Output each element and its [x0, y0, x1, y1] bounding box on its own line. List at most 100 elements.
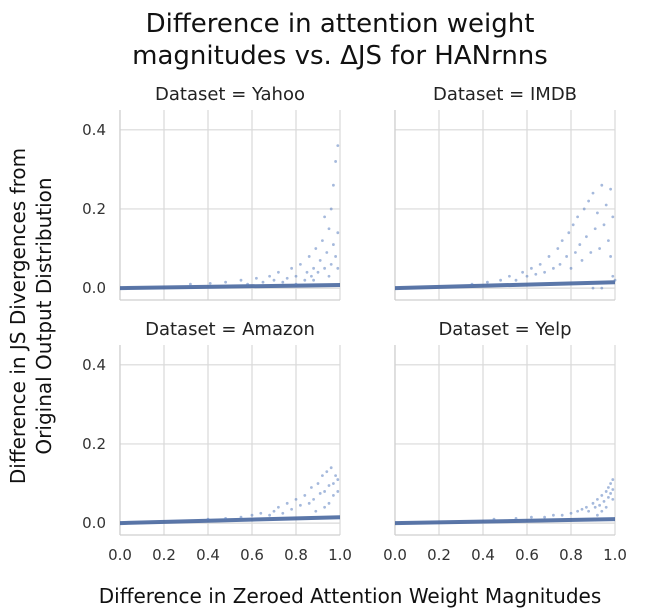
- scatter-point: [334, 255, 337, 258]
- x-tick-label: 0.2: [152, 546, 176, 564]
- scatter-point: [607, 239, 610, 243]
- scatter-point: [593, 505, 597, 509]
- scatter-point: [259, 511, 263, 515]
- scatter-point: [609, 482, 612, 485]
- scatter-point: [591, 286, 595, 290]
- scatter-point: [470, 282, 474, 286]
- scatter-point: [574, 251, 577, 254]
- scatter-point: [587, 509, 590, 513]
- scatter-point: [303, 494, 307, 497]
- scatter-point: [206, 517, 210, 521]
- scatter-point: [547, 255, 551, 258]
- scatter-point: [327, 484, 331, 487]
- scatter-point: [486, 280, 489, 284]
- scatter-point: [316, 482, 320, 485]
- chart-title-line-2: magnitudes vs. ΔJS for HANrnns: [132, 41, 548, 71]
- scatter-point: [609, 492, 612, 495]
- scatter-point: [582, 207, 586, 211]
- scatter-point: [329, 466, 333, 470]
- scatter-point: [611, 497, 615, 501]
- scatter-point: [239, 278, 243, 282]
- scatter-point: [272, 278, 276, 282]
- scatter-point: [208, 281, 212, 285]
- scatter-point: [600, 509, 604, 513]
- scatter-point: [578, 243, 582, 246]
- panel-4: Dataset = Yelp 0.0 0.2 0.4 0.6 0.8 1.0: [383, 319, 627, 564]
- scatter-point: [609, 255, 612, 258]
- scatter-point: [314, 509, 318, 513]
- scatter-point: [305, 270, 309, 274]
- scatter-point: [598, 503, 601, 507]
- scatter-point: [336, 478, 340, 481]
- x-tick-label: 0.6: [515, 546, 539, 564]
- scatter-point: [602, 223, 606, 227]
- scatter-point: [336, 144, 340, 148]
- scatter-point: [492, 517, 496, 521]
- scatter-point: [316, 270, 320, 274]
- x-tick-label: 1.0: [328, 546, 352, 564]
- scatter-point: [332, 183, 335, 187]
- scatter-point: [589, 251, 593, 254]
- scatter-point: [321, 474, 324, 478]
- scatter-point: [268, 513, 271, 517]
- scatter-point: [294, 274, 298, 278]
- scatter-point: [323, 215, 326, 219]
- scatter-point: [336, 266, 340, 270]
- scatter-point: [571, 223, 575, 227]
- scatter-point: [334, 160, 337, 163]
- scatter-point: [604, 203, 608, 207]
- scatter-point: [560, 239, 564, 243]
- scatter-point: [239, 515, 243, 519]
- scatter-point: [246, 282, 250, 286]
- scatter-point: [591, 501, 595, 505]
- scatter-point: [334, 474, 337, 478]
- panel-title: Dataset = Yahoo: [155, 84, 305, 105]
- scatter-point: [596, 513, 599, 517]
- scatter-point: [285, 501, 289, 505]
- scatter-point: [534, 272, 538, 276]
- scatter-point: [323, 266, 326, 270]
- chart-title-line-1: Difference in attention weight: [146, 9, 535, 39]
- scatter-point: [224, 280, 228, 284]
- scatter-point: [543, 270, 546, 274]
- scatter-point: [277, 270, 280, 274]
- scatter-point: [525, 274, 529, 278]
- scatter-point: [312, 497, 315, 501]
- scatter-point: [521, 270, 524, 274]
- scatter-point: [591, 191, 595, 195]
- scatter-point: [310, 274, 313, 278]
- scatter-point: [312, 266, 315, 270]
- scatter-point: [332, 243, 335, 246]
- panel-1: Dataset = Yahoo 0.0 0.2 0.4: [82, 84, 341, 301]
- scatter-point: [585, 505, 588, 509]
- scatter-point: [604, 490, 608, 493]
- scatter-point: [336, 231, 340, 235]
- scatter-point: [261, 280, 265, 284]
- scatter-point: [611, 488, 615, 491]
- scatter-point: [294, 282, 298, 286]
- scatter-point: [552, 266, 555, 270]
- panel-title: Dataset = IMDB: [433, 84, 577, 105]
- scatter-point: [336, 490, 340, 493]
- scatter-point: [332, 494, 335, 497]
- scatter-point: [272, 509, 276, 513]
- scatter-point: [323, 505, 326, 509]
- scatter-point: [290, 507, 293, 511]
- dense-band: [120, 515, 340, 526]
- scatter-point: [560, 513, 564, 517]
- scatter-point: [611, 478, 615, 481]
- y-axis-label-line-1: Difference in JS Divergences from: [6, 148, 30, 484]
- scatter-point: [508, 274, 511, 278]
- scatter-point: [580, 507, 584, 511]
- scatter-point: [318, 259, 322, 262]
- scatter-point: [585, 235, 588, 239]
- scatter-point: [600, 183, 604, 187]
- x-tick-label: 0.2: [427, 546, 451, 564]
- scatter-point: [576, 215, 579, 219]
- scatter-point: [327, 274, 331, 278]
- scatter-point: [598, 247, 601, 250]
- scatter-point: [224, 516, 228, 520]
- y-tick-label: 0.4: [82, 356, 106, 374]
- scatter-point: [327, 227, 331, 231]
- scatter-point: [281, 280, 285, 284]
